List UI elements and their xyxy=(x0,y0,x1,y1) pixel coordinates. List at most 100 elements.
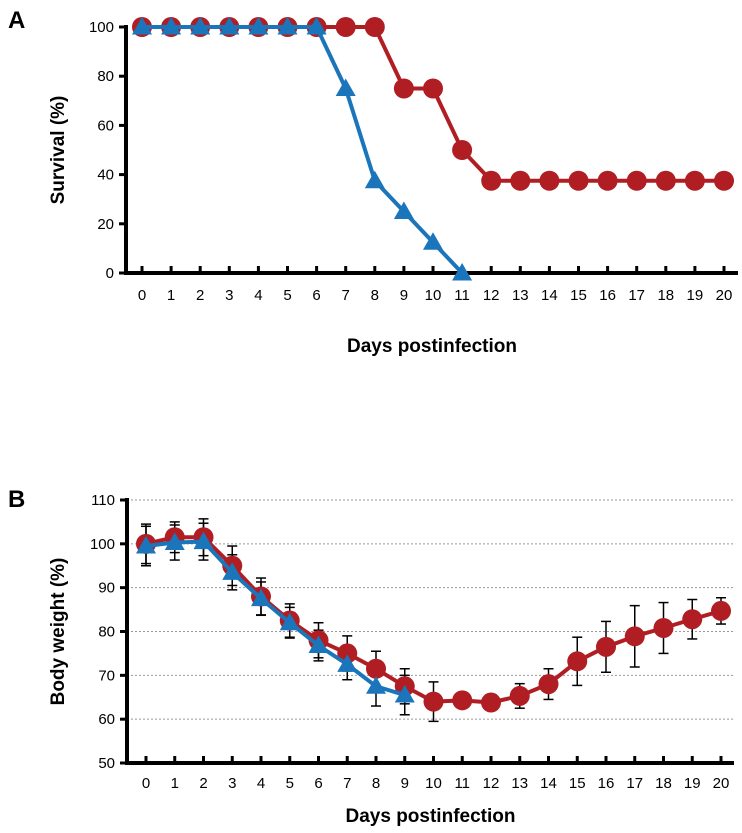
data-point-red-circles xyxy=(567,651,588,672)
x-tick-label: 13 xyxy=(512,287,529,304)
data-point-red-circles xyxy=(335,17,356,37)
panel-label: B xyxy=(8,486,25,513)
y-tick-label: 40 xyxy=(97,167,114,184)
data-point-blue-triangles xyxy=(251,588,271,607)
data-point-red-circles xyxy=(538,674,559,695)
x-tick-label: 20 xyxy=(713,775,730,792)
x-tick-label: 0 xyxy=(142,775,150,792)
data-point-red-circles xyxy=(682,609,703,630)
x-tick-label: 19 xyxy=(684,775,701,792)
data-point-red-circles xyxy=(539,170,560,191)
x-tick-label: 9 xyxy=(400,287,408,304)
data-point-blue-triangles xyxy=(132,17,152,35)
x-tick-label: 11 xyxy=(454,775,470,792)
data-point-red-circles xyxy=(366,658,386,679)
data-point-blue-triangles xyxy=(222,562,243,580)
data-point-blue-triangles xyxy=(161,17,182,35)
y-axis-title: Body weight (%) xyxy=(48,558,69,706)
x-tick-label: 3 xyxy=(225,287,233,304)
data-point-red-circles xyxy=(653,617,674,638)
series-line-blue-triangles xyxy=(145,539,406,697)
data-point-blue-triangles xyxy=(364,170,385,189)
x-tick-label: 4 xyxy=(257,775,265,792)
data-point-blue-triangles xyxy=(366,676,386,694)
x-tick-label: 18 xyxy=(655,775,672,792)
y-tick-label: 60 xyxy=(97,117,114,134)
y-tick-label: 70 xyxy=(98,667,115,684)
data-point-blue-triangles xyxy=(452,263,473,281)
x-tick-label: 2 xyxy=(196,287,204,304)
data-point-red-circles xyxy=(714,170,734,191)
x-tick-label: 17 xyxy=(626,775,643,792)
x-tick-label: 1 xyxy=(167,287,175,304)
x-tick-label: 15 xyxy=(569,775,586,792)
data-point-blue-triangles xyxy=(335,78,356,96)
data-point-blue-triangles xyxy=(248,17,269,35)
data-point-red-circles xyxy=(684,170,705,191)
x-tick-label: 8 xyxy=(371,287,379,304)
data-point-red-circles xyxy=(597,170,618,191)
data-point-red-circles xyxy=(423,691,444,712)
x-tick-label: 8 xyxy=(372,775,380,792)
x-tick-label: 0 xyxy=(138,287,146,304)
x-tick-label: 9 xyxy=(401,775,409,792)
data-point-red-circles xyxy=(655,170,676,191)
y-tick-label: 110 xyxy=(91,492,115,509)
data-point-blue-triangles xyxy=(279,612,300,631)
data-point-blue-triangles xyxy=(306,17,327,35)
x-tick-label: 10 xyxy=(425,775,442,792)
y-tick-label: 100 xyxy=(90,536,115,553)
x-tick-label: 10 xyxy=(425,287,442,304)
data-point-blue-triangles xyxy=(393,201,414,219)
data-point-red-circles xyxy=(624,626,645,647)
data-point-blue-triangles xyxy=(190,17,211,35)
data-point-blue-triangles xyxy=(136,536,156,554)
data-point-red-circles xyxy=(452,690,473,711)
data-point-blue-triangles xyxy=(277,17,298,35)
x-tick-label: 5 xyxy=(286,775,294,792)
y-tick-label: 80 xyxy=(97,68,114,85)
x-tick-label: 14 xyxy=(540,775,557,792)
data-point-red-circles xyxy=(423,78,443,99)
x-tick-label: 3 xyxy=(228,775,236,792)
data-point-blue-triangles xyxy=(423,232,443,250)
x-tick-label: 6 xyxy=(314,775,322,792)
x-tick-label: 5 xyxy=(283,287,291,304)
x-tick-label: 7 xyxy=(342,287,350,304)
x-tick-label: 6 xyxy=(312,287,320,304)
x-tick-label: 19 xyxy=(687,287,704,304)
data-point-red-circles xyxy=(711,600,731,621)
x-tick-label: 2 xyxy=(199,775,207,792)
data-point-red-circles xyxy=(364,17,385,37)
x-tick-label: 12 xyxy=(483,287,500,304)
data-point-red-circles xyxy=(596,636,616,657)
y-axis-title: Survival (%) xyxy=(48,96,69,205)
data-point-red-circles xyxy=(393,78,414,99)
data-point-red-circles xyxy=(481,692,501,713)
x-axis-title: Days postinfection xyxy=(346,806,516,827)
x-tick-label: 7 xyxy=(343,775,351,792)
y-tick-label: 20 xyxy=(97,216,114,233)
y-tick-label: 80 xyxy=(98,624,115,641)
series-line-red-circles xyxy=(142,25,724,183)
x-tick-label: 18 xyxy=(657,287,674,304)
data-point-blue-triangles xyxy=(337,654,358,672)
x-tick-label: 20 xyxy=(716,287,733,304)
data-point-red-circles xyxy=(452,140,473,160)
x-tick-label: 17 xyxy=(628,287,645,304)
data-point-blue-triangles xyxy=(394,685,415,703)
x-axis-title: Days postinfection xyxy=(347,336,517,357)
data-point-red-circles xyxy=(337,643,358,664)
x-tick-label: 1 xyxy=(171,775,179,792)
data-point-blue-triangles xyxy=(164,532,185,551)
x-tick-label: 13 xyxy=(511,775,528,792)
x-tick-label: 16 xyxy=(598,775,615,792)
y-tick-label: 100 xyxy=(89,19,114,36)
x-tick-label: 4 xyxy=(254,287,262,304)
data-point-red-circles xyxy=(568,170,589,191)
series-line-blue-triangles xyxy=(142,25,464,275)
data-point-red-circles xyxy=(481,170,502,191)
